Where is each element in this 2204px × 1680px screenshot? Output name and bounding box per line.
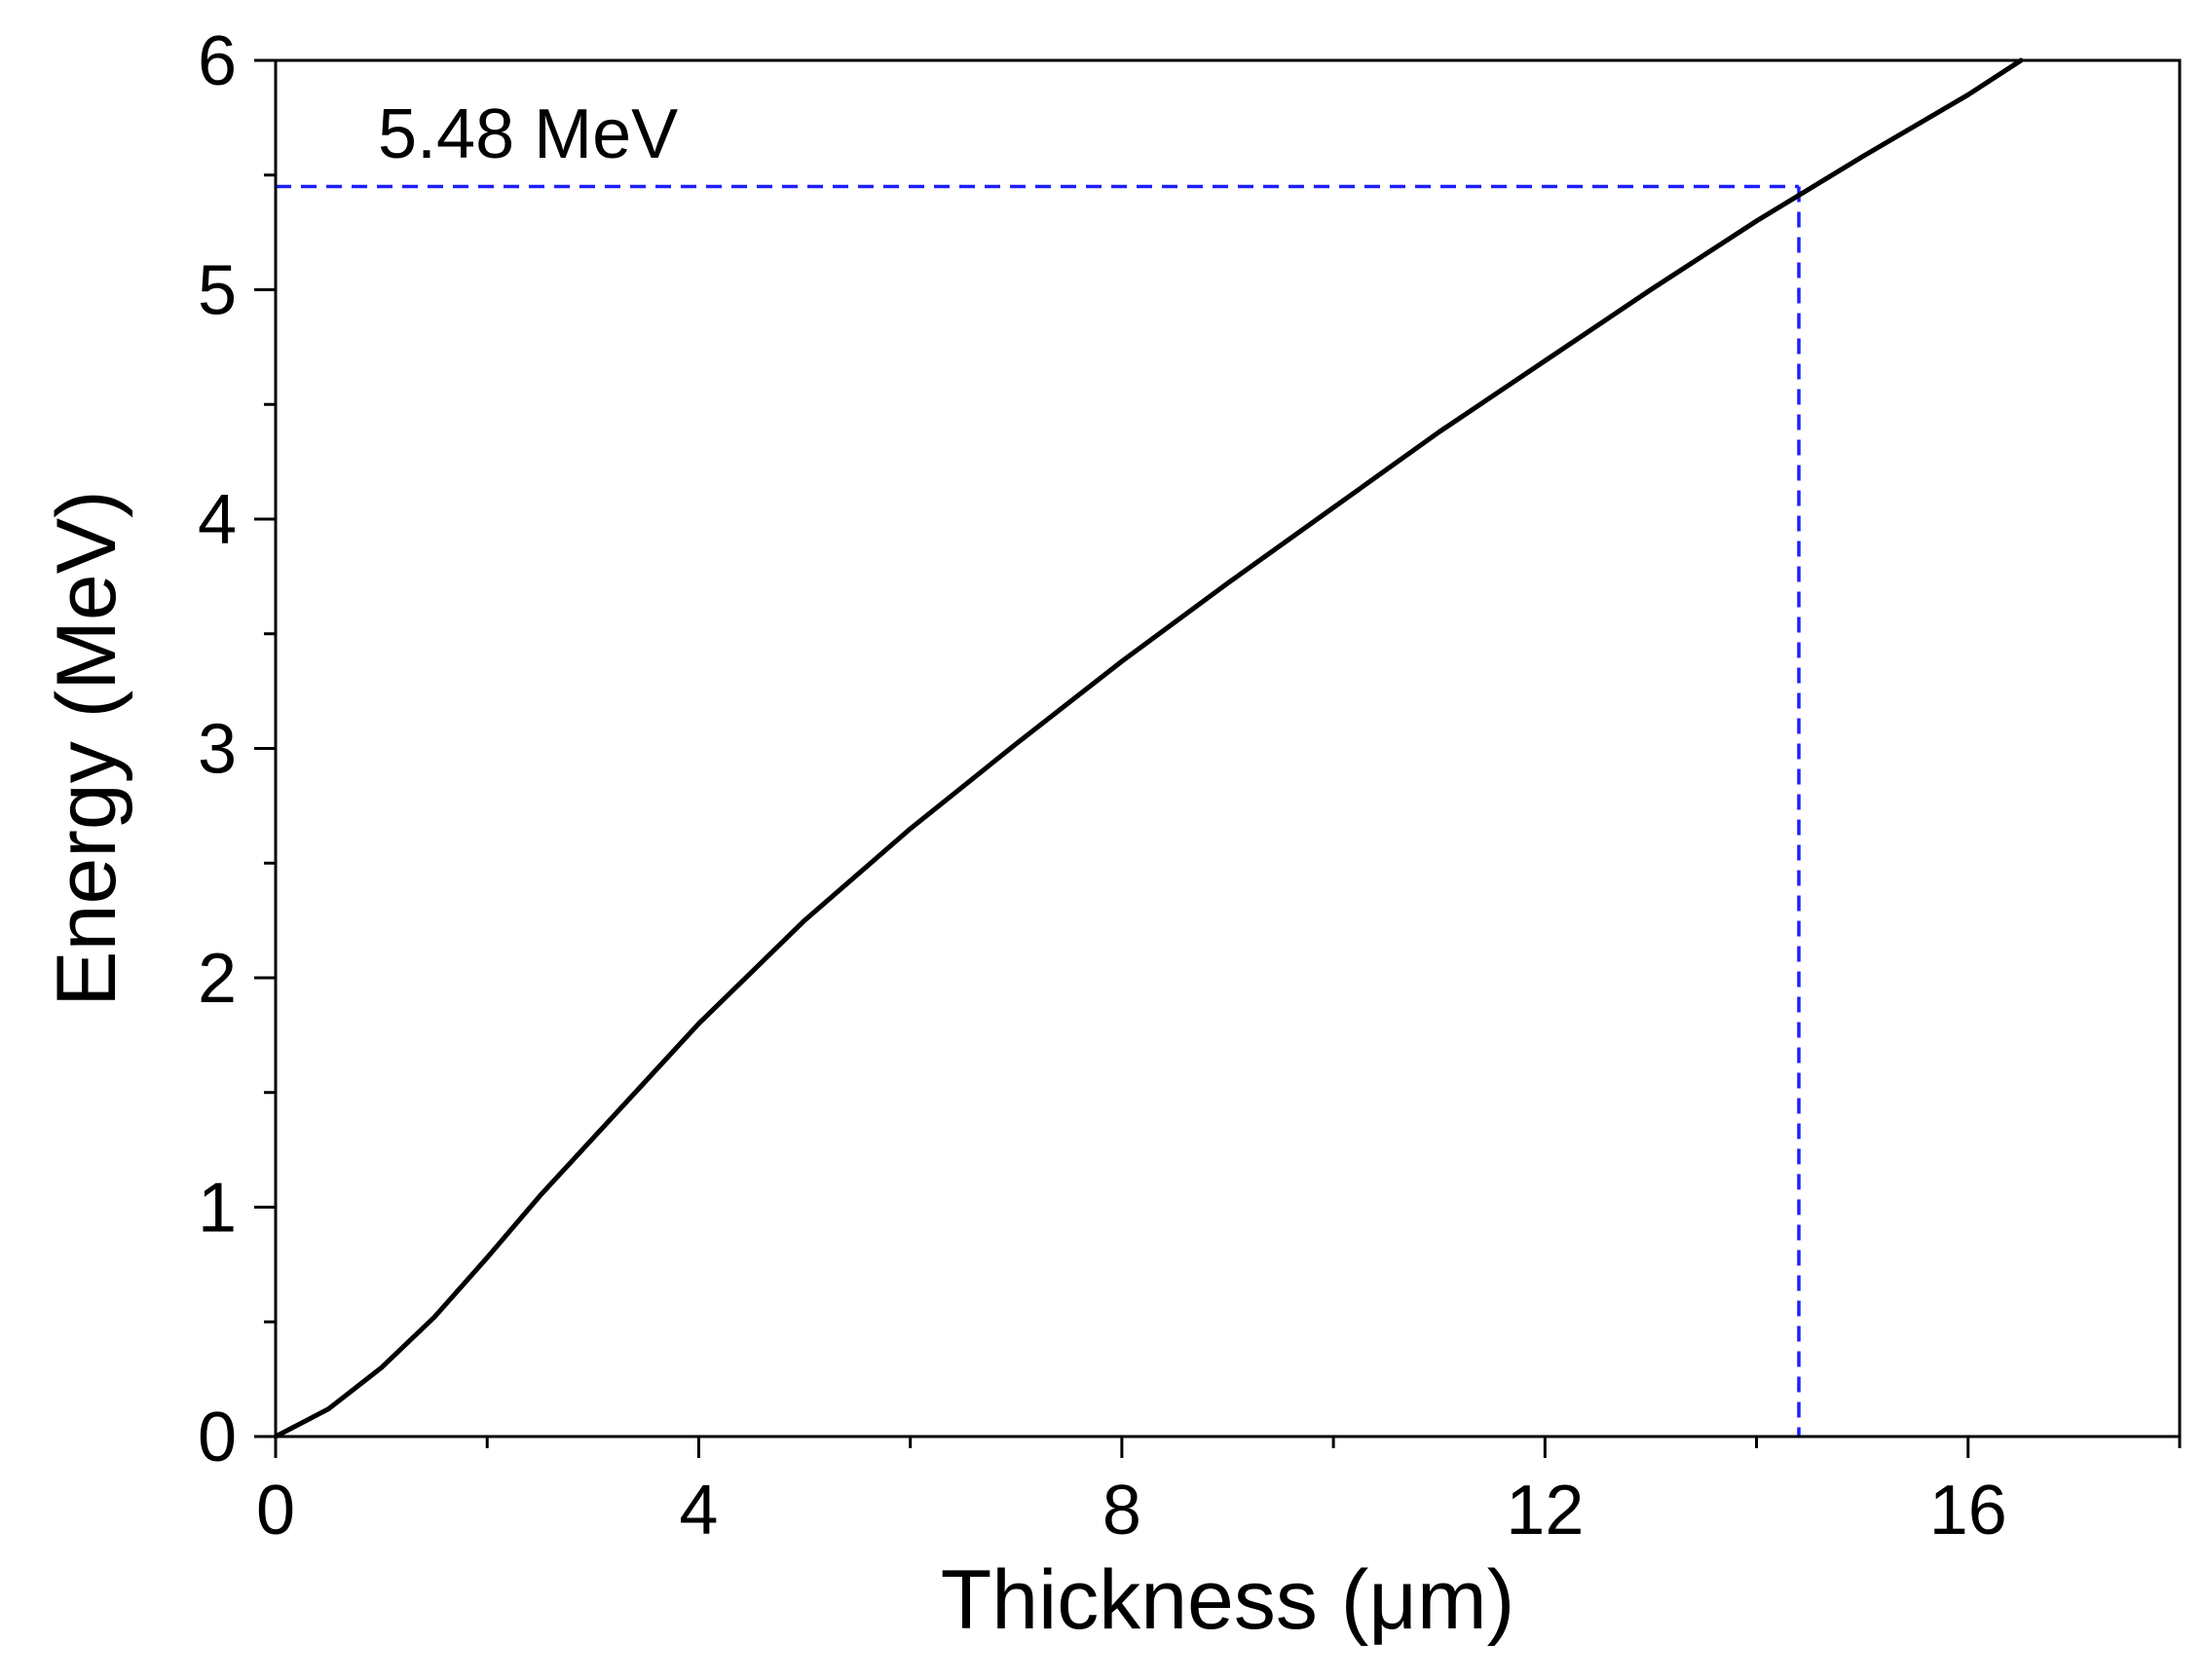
plot-frame	[274, 58, 2182, 1438]
y-tick-label: 2	[198, 940, 237, 1018]
y-axis-title: Energy (MeV)	[40, 490, 133, 1007]
x-tick-label: 0	[256, 1472, 295, 1549]
y-tick-label: 3	[198, 711, 237, 789]
energy-annotation: 5.48 MeV	[378, 95, 678, 173]
y-tick-label: 5	[198, 252, 237, 330]
y-tick-label: 0	[198, 1399, 237, 1476]
x-tick-label: 12	[1506, 1472, 1584, 1549]
series-line-0	[273, 57, 2024, 1439]
x-tick-label: 16	[1929, 1472, 2007, 1549]
x-tick-label: 8	[1102, 1472, 1141, 1549]
y-tick-label: 4	[198, 481, 237, 559]
y-tick-label: 1	[198, 1170, 237, 1248]
y-tick-label: 6	[198, 22, 237, 100]
x-tick-label: 4	[679, 1472, 718, 1549]
x-axis-title: Thickness (μm)	[941, 1553, 1515, 1647]
